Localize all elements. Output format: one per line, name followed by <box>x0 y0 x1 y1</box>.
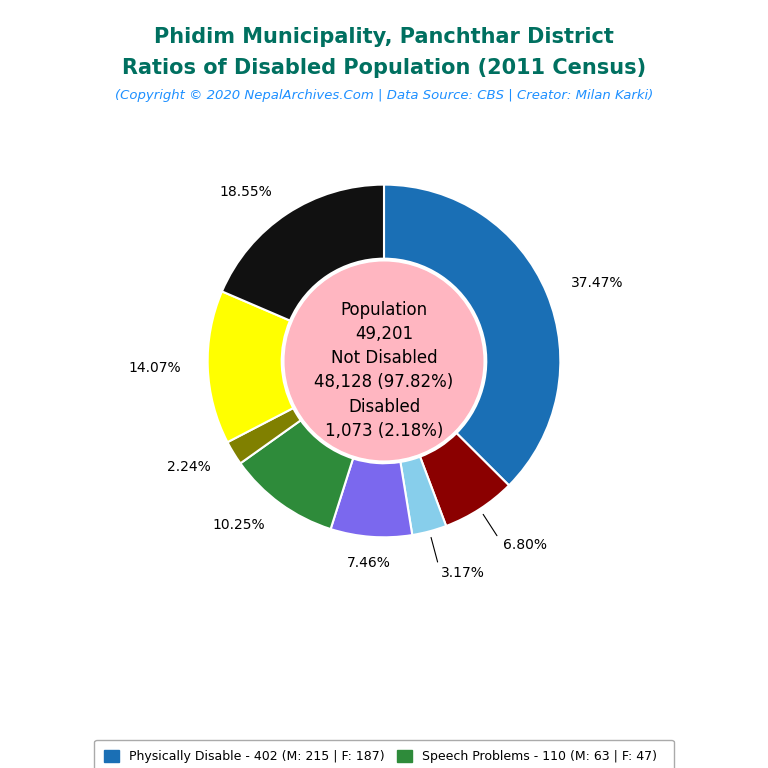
Text: Ratios of Disabled Population (2011 Census): Ratios of Disabled Population (2011 Cens… <box>122 58 646 78</box>
Text: 37.47%: 37.47% <box>571 276 624 290</box>
Legend: Physically Disable - 402 (M: 215 | F: 187), Blind Only - 199 (M: 98 | F: 101), D: Physically Disable - 402 (M: 215 | F: 18… <box>94 740 674 768</box>
Wedge shape <box>222 184 384 320</box>
Wedge shape <box>331 458 412 538</box>
Text: (Copyright © 2020 NepalArchives.Com | Data Source: CBS | Creator: Milan Karki): (Copyright © 2020 NepalArchives.Com | Da… <box>115 89 653 102</box>
Wedge shape <box>384 184 561 485</box>
Text: 3.17%: 3.17% <box>441 566 485 580</box>
Text: Population
49,201: Population 49,201 <box>340 301 428 343</box>
Wedge shape <box>227 408 301 463</box>
Text: Disabled
1,073 (2.18%): Disabled 1,073 (2.18%) <box>325 399 443 440</box>
Text: 10.25%: 10.25% <box>212 518 265 532</box>
Text: 2.24%: 2.24% <box>167 460 211 474</box>
Text: 7.46%: 7.46% <box>347 556 391 570</box>
Text: Not Disabled
48,128 (97.82%): Not Disabled 48,128 (97.82%) <box>314 349 454 391</box>
Wedge shape <box>420 433 509 526</box>
Text: 18.55%: 18.55% <box>220 184 273 199</box>
Text: Phidim Municipality, Panchthar District: Phidim Municipality, Panchthar District <box>154 27 614 47</box>
Wedge shape <box>240 420 353 529</box>
Text: 14.07%: 14.07% <box>129 362 181 376</box>
Text: 6.80%: 6.80% <box>503 538 547 552</box>
Circle shape <box>285 262 483 460</box>
Wedge shape <box>207 291 293 442</box>
Wedge shape <box>400 457 446 535</box>
